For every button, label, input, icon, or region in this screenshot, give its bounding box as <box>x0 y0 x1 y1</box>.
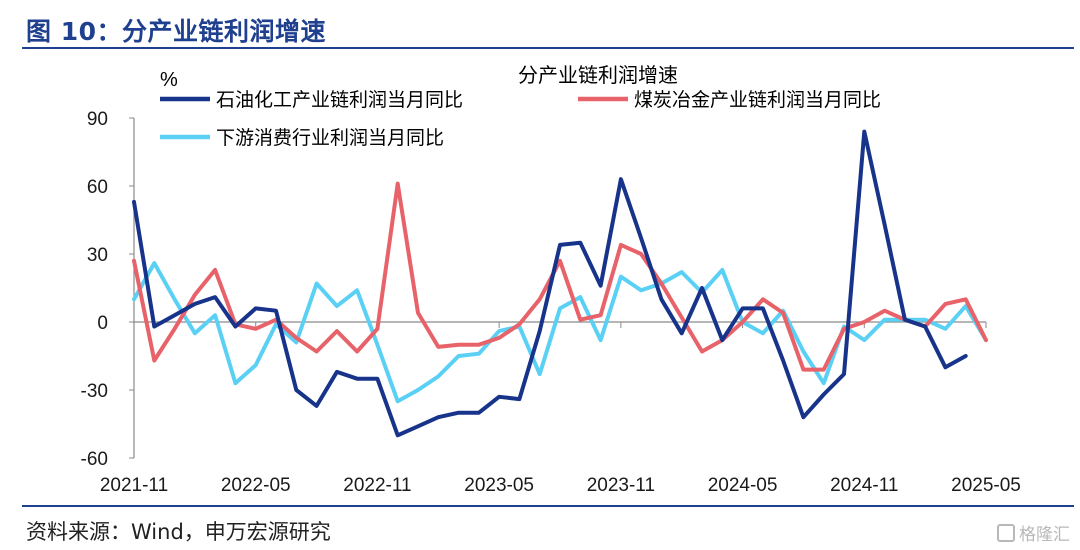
source-note: 资料来源：Wind，申万宏源研究 <box>26 520 331 544</box>
series-line-3 <box>132 261 988 404</box>
series-line-2 <box>132 181 988 372</box>
x-tick-label: 2022-05 <box>221 475 291 496</box>
series-lines <box>132 129 988 438</box>
legend-item-1: 石油化工产业链利润当月同比 <box>160 89 463 111</box>
watermark-logo-icon <box>997 524 1015 542</box>
x-tick-label: 2024-05 <box>708 475 778 496</box>
legend-item-3: 下游消费行业利润当月同比 <box>160 127 444 149</box>
y-tick-label: 60 <box>87 177 108 198</box>
footer-rule <box>22 505 1074 507</box>
x-tick-label: 2021-11 <box>100 475 168 496</box>
legend-label: 煤炭冶金产业链利润当月同比 <box>634 89 881 111</box>
series-line-1 <box>132 129 968 438</box>
x-tick-label: 2022-11 <box>343 475 411 496</box>
y-tick-labels: -60 -30 0 30 60 90 <box>81 109 108 470</box>
legend-label: 石油化工产业链利润当月同比 <box>216 89 463 111</box>
x-tick-labels: 2021-11 2022-05 2022-11 2023-05 2023-11 2024-… <box>100 475 1021 496</box>
legend-item-2: 煤炭冶金产业链利润当月同比 <box>578 89 881 111</box>
watermark: 格隆汇 <box>997 520 1070 545</box>
watermark-text: 格隆汇 <box>1019 525 1070 545</box>
y-tick-label: 0 <box>97 313 108 334</box>
x-tick-label: 2023-11 <box>587 475 655 496</box>
x-tick-label: 2025-05 <box>951 475 1021 496</box>
legend-label: 下游消费行业利润当月同比 <box>216 127 444 149</box>
chart-title: 分产业链利润增速 <box>518 63 678 87</box>
y-tick-label: -30 <box>81 381 108 402</box>
y-axis-unit-label: % <box>160 69 178 91</box>
y-tick-label: -60 <box>81 449 108 470</box>
figure-title: 图 10：分产业链利润增速 <box>26 17 326 46</box>
y-tick-label: 30 <box>87 245 108 266</box>
x-tick-label: 2023-05 <box>464 475 534 496</box>
x-tick-label: 2024-11 <box>830 475 898 496</box>
axes <box>129 117 987 459</box>
y-tick-label: 90 <box>87 109 108 130</box>
title-rule <box>22 47 1074 49</box>
